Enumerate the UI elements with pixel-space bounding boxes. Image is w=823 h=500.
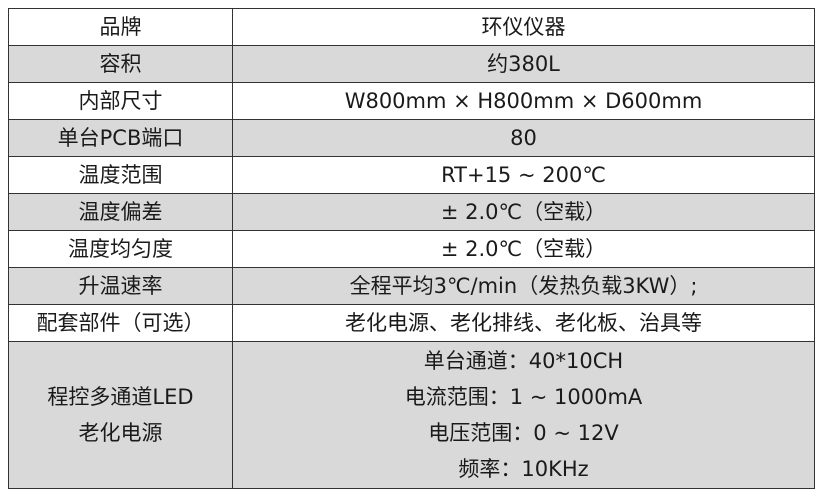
table-row: 温度偏差 ± 2.0℃（空载） — [8, 193, 815, 231]
row-value: ± 2.0℃（空载） — [232, 230, 815, 268]
row-value: 环仪仪器 — [232, 8, 815, 46]
table-row: 容积 约380L — [8, 45, 815, 83]
table-row: 单台PCB端口 80 — [8, 119, 815, 157]
table-row: 温度均匀度 ± 2.0℃（空载） — [8, 230, 815, 268]
row-key: 温度范围 — [8, 156, 233, 194]
table-row: 温度范围 RT+15 ~ 200℃ — [8, 156, 815, 194]
value-line: 电压范围：0 ~ 12V — [428, 421, 619, 445]
table-row: 内部尺寸 W800mm × H800mm × D600mm — [8, 82, 815, 120]
row-value: 80 — [232, 119, 815, 157]
row-key: 内部尺寸 — [8, 82, 233, 120]
value-line: 电流范围：1 ~ 1000mA — [404, 385, 643, 409]
row-key: 温度偏差 — [8, 193, 233, 231]
key-line: 老化电源 — [78, 421, 163, 445]
row-value: 老化电源、老化排线、老化板、治具等 — [232, 304, 815, 342]
row-value: 单台通道：40*10CH 电流范围：1 ~ 1000mA 电压范围：0 ~ 12… — [232, 341, 815, 489]
value-line: 频率：10KHz — [458, 457, 589, 481]
row-value: 全程平均3℃/min（发热负载3KW）; — [232, 267, 815, 305]
table-row: 配套部件（可选） 老化电源、老化排线、老化板、治具等 — [8, 304, 815, 342]
key-line: 程控多通道LED — [47, 385, 194, 409]
row-key: 程控多通道LED 老化电源 — [8, 341, 233, 489]
row-value: 约380L — [232, 45, 815, 83]
row-value: W800mm × H800mm × D600mm — [232, 82, 815, 120]
table-row: 品牌 环仪仪器 — [8, 8, 815, 46]
spec-table: 品牌 环仪仪器 容积 约380L 内部尺寸 W800mm × H800mm × D60… — [8, 8, 815, 489]
row-key: 温度均匀度 — [8, 230, 233, 268]
row-key: 品牌 — [8, 8, 233, 46]
value-line: 单台通道：40*10CH — [423, 349, 624, 373]
table-row-power-supply: 程控多通道LED 老化电源 单台通道：40*10CH 电流范围：1 ~ 1000… — [8, 341, 815, 489]
row-key: 升温速率 — [8, 267, 233, 305]
row-value: RT+15 ~ 200℃ — [232, 156, 815, 194]
row-key: 配套部件（可选） — [8, 304, 233, 342]
row-key: 容积 — [8, 45, 233, 83]
row-value: ± 2.0℃（空载） — [232, 193, 815, 231]
table-row: 升温速率 全程平均3℃/min（发热负载3KW）; — [8, 267, 815, 305]
row-key: 单台PCB端口 — [8, 119, 233, 157]
